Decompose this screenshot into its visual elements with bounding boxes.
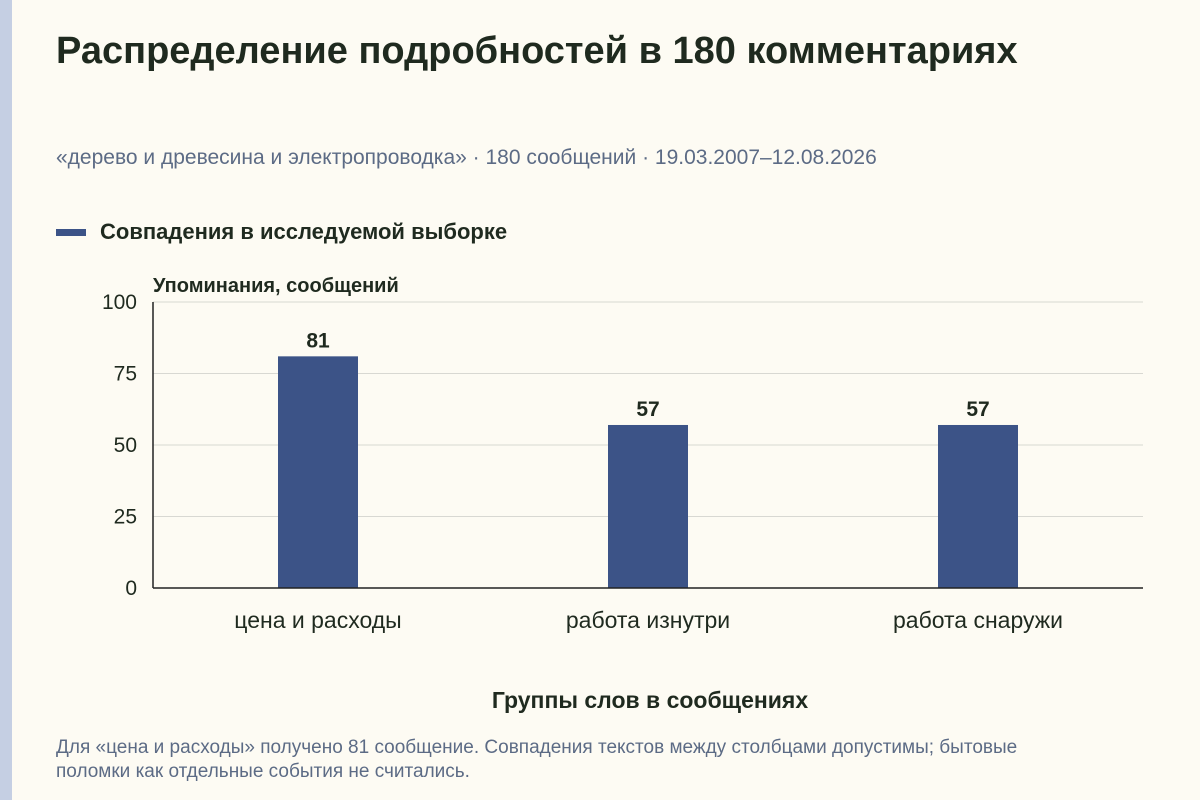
y-tick-label: 75	[114, 363, 137, 386]
bar	[608, 424, 688, 588]
bars	[278, 356, 1018, 588]
x-tick-label: работа изнутри	[566, 607, 730, 633]
chart-subtitle: «дерево и древесина и электропроводка» ·…	[56, 146, 877, 169]
legend-swatch	[56, 228, 86, 236]
legend: Совпадения в исследуемой выборке	[56, 219, 507, 245]
y-tick-label: 50	[114, 434, 137, 457]
data-label: 57	[966, 398, 989, 421]
x-tick-label: работа снаружи	[893, 607, 1063, 633]
data-label: 57	[636, 398, 659, 421]
x-tick-label: цена и расходы	[234, 607, 401, 633]
y-tick-label: 100	[102, 291, 137, 314]
x-axis-label: Группы слов в сообщениях	[492, 687, 808, 713]
bar	[938, 424, 1018, 588]
data-labels: 81 57 57	[306, 329, 989, 421]
y-tick-label: 0	[125, 577, 137, 600]
y-tick-labels: 0 25 50 75 100	[102, 291, 137, 600]
footnote: Для «цена и расходы» получено 81 сообщен…	[56, 737, 1018, 782]
x-tick-labels: цена и расходы работа изнутри работа снару…	[234, 607, 1063, 633]
bar	[278, 356, 358, 588]
legend-label: Совпадения в исследуемой выборке	[100, 219, 508, 244]
y-axis-label: Упоминания, сообщений	[153, 275, 399, 297]
side-accent-strip	[0, 0, 12, 800]
data-label: 81	[306, 329, 330, 352]
chart-title: Распределение подробностей в 180 коммент…	[56, 30, 1018, 72]
y-tick-label: 25	[114, 506, 137, 529]
